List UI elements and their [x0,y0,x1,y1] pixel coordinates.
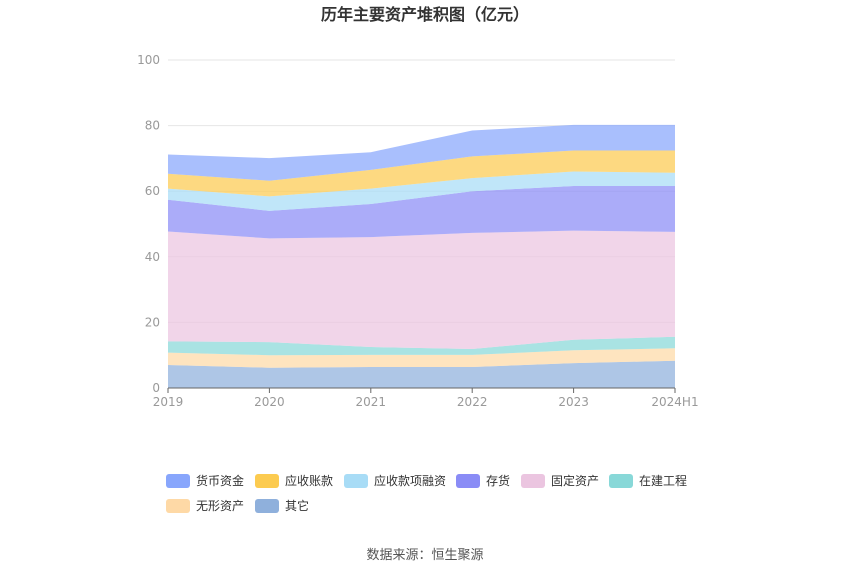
legend-item: 应收款项融资 [344,473,446,488]
legend-label: 其它 [285,498,309,513]
area-series [168,124,675,181]
legend-item: 在建工程 [609,473,687,488]
y-tick-label: 80 [145,119,160,133]
series-areas [168,124,675,388]
legend-label: 无形资产 [196,499,244,513]
x-tick-label: 2021 [356,395,387,409]
legend-swatch [255,499,279,513]
area-series [168,230,675,349]
legend-swatch [344,474,368,488]
legend-label: 应收账款 [285,473,333,488]
x-tick-label: 2024H1 [651,395,698,409]
area-series [168,348,675,368]
legend-swatch [521,474,545,488]
x-tick-label: 2022 [457,395,488,409]
area-series [168,171,675,211]
area-series [168,186,675,239]
x-tick-label: 2019 [153,395,184,409]
x-tick-label: 2020 [254,395,285,409]
legend-label: 在建工程 [639,473,687,488]
legend-swatch [609,474,633,488]
legend-item: 固定资产 [521,473,599,488]
legend-swatch [166,474,190,488]
legend-label: 应收款项融资 [374,473,446,488]
legend-label: 固定资产 [551,473,599,488]
legend-swatch [166,499,190,513]
area-series [168,150,675,197]
legend-swatch [456,474,480,488]
y-tick-label: 20 [145,315,160,329]
legend-item: 应收账款 [255,473,333,488]
legend-item: 货币资金 [166,473,244,488]
area-series [168,336,675,356]
x-tick-label: 2023 [558,395,589,409]
data-source: 数据来源：恒生聚源 [366,548,483,563]
y-tick-label: 0 [152,381,160,395]
y-tick-label: 60 [145,184,160,198]
legend-item: 无形资产 [166,499,244,513]
legend-swatch [255,474,279,488]
y-tick-label: 100 [137,53,160,67]
y-tick-label: 40 [145,250,160,264]
legend-label: 存货 [486,473,510,488]
legend-item: 存货 [456,473,510,488]
axes: 2019 2020 2021 2022 2023 2024H1 [153,387,699,409]
legend-item: 其它 [255,498,309,513]
chart-title: 历年主要资产堆积图（亿元） [321,5,529,24]
legend-label: 货币资金 [196,473,244,488]
area-series [168,360,675,388]
